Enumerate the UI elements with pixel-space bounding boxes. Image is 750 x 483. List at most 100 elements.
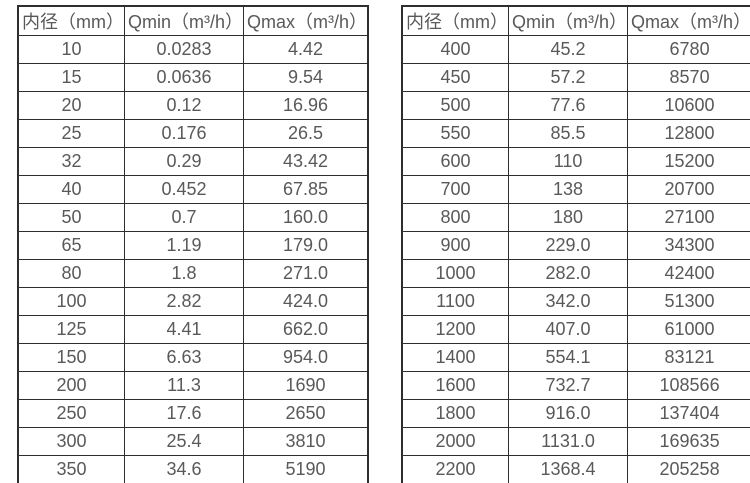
- table-cell: 0.29: [123, 147, 245, 176]
- table-cell: 45.2: [508, 35, 629, 64]
- table-row: 300 25.4 3810: [17, 427, 369, 456]
- table-cell: 25.4: [123, 427, 245, 456]
- table-cell: 80: [17, 259, 125, 288]
- table-row: 1600 732.7 108566: [401, 371, 750, 400]
- table-cell: 110: [508, 147, 629, 176]
- table-cell: 2000: [401, 427, 510, 456]
- table-row: 125 4.41 662.0: [17, 315, 369, 344]
- table-row: 10 0.0283 4.42: [17, 35, 369, 64]
- table-row: 50 0.7 160.0: [17, 203, 369, 232]
- table-cell: 125: [17, 315, 125, 344]
- table-cell: 550: [401, 119, 510, 148]
- table-cell: 4.41: [123, 315, 245, 344]
- table-cell: 1100: [401, 287, 510, 316]
- table-cell: 1800: [401, 399, 510, 428]
- table-row: 80 1.8 271.0: [17, 259, 369, 288]
- table-row: 1000 282.0 42400: [401, 259, 750, 288]
- table-cell: 342.0: [508, 287, 629, 316]
- table-cell: 4.42: [243, 35, 369, 64]
- table-cell: 6780: [627, 35, 750, 64]
- column-header-qmax: Qmax（m³/h）: [243, 5, 369, 36]
- table-cell: 8570: [627, 63, 750, 92]
- table-header-row: 内径（mm） Qmin（m³/h） Qmax（m³/h）: [401, 5, 750, 36]
- table-row: 250 17.6 2650: [17, 399, 369, 428]
- table-cell: 1400: [401, 343, 510, 372]
- table-row: 350 34.6 5190: [17, 455, 369, 483]
- table-cell: 1690: [243, 371, 369, 400]
- table-row: 700 138 20700: [401, 175, 750, 204]
- table-cell: 0.7: [123, 203, 245, 232]
- table-row: 1100 342.0 51300: [401, 287, 750, 316]
- table-cell: 1368.4: [508, 455, 629, 483]
- table-cell: 10600: [627, 91, 750, 120]
- table-row: 100 2.82 424.0: [17, 287, 369, 316]
- column-header-qmin: Qmin（m³/h）: [123, 5, 245, 36]
- table-cell: 32: [17, 147, 125, 176]
- column-header-diameter: 内径（mm）: [401, 5, 510, 36]
- table-cell: 205258: [627, 455, 750, 483]
- column-header-qmax: Qmax（m³/h）: [627, 5, 750, 36]
- table-cell: 137404: [627, 399, 750, 428]
- table-cell: 954.0: [243, 343, 369, 372]
- table-cell: 77.6: [508, 91, 629, 120]
- table-row: 150 6.63 954.0: [17, 343, 369, 372]
- table-cell: 67.85: [243, 175, 369, 204]
- table-cell: 16.96: [243, 91, 369, 120]
- table-cell: 916.0: [508, 399, 629, 428]
- table-row: 200 11.3 1690: [17, 371, 369, 400]
- table-row: 15 0.0636 9.54: [17, 63, 369, 92]
- table-cell: 732.7: [508, 371, 629, 400]
- table-cell: 200: [17, 371, 125, 400]
- table-cell: 1200: [401, 315, 510, 344]
- table-cell: 600: [401, 147, 510, 176]
- table-row: 1400 554.1 83121: [401, 343, 750, 372]
- table-cell: 25: [17, 119, 125, 148]
- table-cell: 554.1: [508, 343, 629, 372]
- table-cell: 900: [401, 231, 510, 260]
- table-cell: 10: [17, 35, 125, 64]
- flow-table-large-diameters: 内径（mm） Qmin（m³/h） Qmax（m³/h） 400 45.2 6780…: [401, 5, 750, 483]
- table-cell: 2.82: [123, 287, 245, 316]
- table-row: 1800 916.0 137404: [401, 399, 750, 428]
- table-cell: 34.6: [123, 455, 245, 483]
- table-cell: 5190: [243, 455, 369, 483]
- table-cell: 1.8: [123, 259, 245, 288]
- table-cell: 43.42: [243, 147, 369, 176]
- table-row: 2000 1131.0 169635: [401, 427, 750, 456]
- table-row: 2200 1368.4 205258: [401, 455, 750, 483]
- table-cell: 27100: [627, 203, 750, 232]
- table-cell: 800: [401, 203, 510, 232]
- table-row: 800 180 27100: [401, 203, 750, 232]
- table-cell: 0.0283: [123, 35, 245, 64]
- table-cell: 1600: [401, 371, 510, 400]
- table-cell: 1.19: [123, 231, 245, 260]
- table-cell: 407.0: [508, 315, 629, 344]
- table-cell: 2650: [243, 399, 369, 428]
- table-cell: 700: [401, 175, 510, 204]
- table-cell: 229.0: [508, 231, 629, 260]
- table-cell: 0.176: [123, 119, 245, 148]
- flow-table-small-diameters: 内径（mm） Qmin（m³/h） Qmax（m³/h） 10 0.0283 4.4…: [17, 5, 370, 483]
- table-cell: 15: [17, 63, 125, 92]
- table-cell: 179.0: [243, 231, 369, 260]
- table-cell: 17.6: [123, 399, 245, 428]
- table-row: 65 1.19 179.0: [17, 231, 369, 260]
- table-cell: 20700: [627, 175, 750, 204]
- table-cell: 11.3: [123, 371, 245, 400]
- table-cell: 108566: [627, 371, 750, 400]
- table-row: 400 45.2 6780: [401, 35, 750, 64]
- table-cell: 6.63: [123, 343, 245, 372]
- table-cell: 40: [17, 175, 125, 204]
- table-row: 1200 407.0 61000: [401, 315, 750, 344]
- table-row: 900 229.0 34300: [401, 231, 750, 260]
- table-row: 600 110 15200: [401, 147, 750, 176]
- column-header-diameter: 内径（mm）: [17, 5, 125, 36]
- table-cell: 0.12: [123, 91, 245, 120]
- table-cell: 61000: [627, 315, 750, 344]
- table-cell: 0.452: [123, 175, 245, 204]
- table-cell: 3810: [243, 427, 369, 456]
- table-cell: 424.0: [243, 287, 369, 316]
- column-header-qmin: Qmin（m³/h）: [508, 5, 629, 36]
- table-cell: 150: [17, 343, 125, 372]
- table-cell: 271.0: [243, 259, 369, 288]
